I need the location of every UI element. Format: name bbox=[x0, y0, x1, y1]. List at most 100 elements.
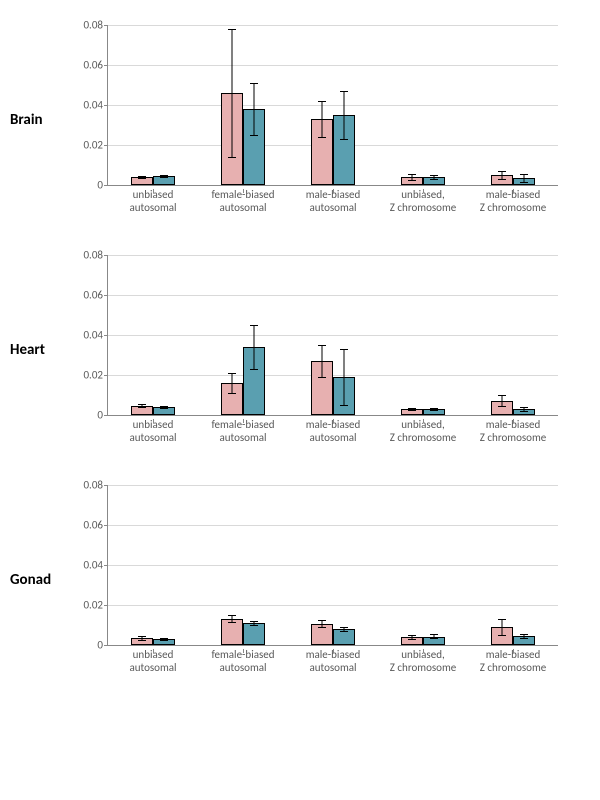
error-cap-bottom bbox=[138, 407, 146, 408]
xlabel-line2: autosomal bbox=[106, 662, 201, 675]
error-bar bbox=[254, 325, 255, 369]
bar-a bbox=[491, 485, 513, 645]
error-cap-bottom bbox=[138, 178, 146, 179]
error-cap-bottom bbox=[250, 135, 258, 136]
bar-a bbox=[311, 485, 333, 645]
group-unbiased-autosomal: unbiasedautosomal bbox=[108, 25, 198, 185]
group-male-biased-autosomal: male-biasedautosomal bbox=[288, 255, 378, 415]
xlabel-line2: Z chromosome bbox=[376, 662, 471, 675]
error-cap-bottom bbox=[340, 405, 348, 406]
error-cap-bottom bbox=[498, 635, 506, 636]
bar-b bbox=[153, 255, 175, 415]
xtick-mark bbox=[513, 189, 514, 193]
error-cap-bottom bbox=[160, 408, 168, 409]
bar-a bbox=[131, 255, 153, 415]
error-cap-top bbox=[430, 634, 438, 635]
error-cap-bottom bbox=[250, 369, 258, 370]
chart-gonad: 00.020.040.060.08unbiasedautosomalfemale… bbox=[67, 480, 567, 680]
error-bar bbox=[322, 345, 323, 377]
group-male-biased-z: male-biasedZ chromosome bbox=[468, 485, 558, 645]
panel-label: Gonad bbox=[10, 571, 67, 589]
error-cap-bottom bbox=[430, 638, 438, 639]
error-cap-bottom bbox=[498, 179, 506, 180]
error-cap-top bbox=[340, 91, 348, 92]
error-cap-bottom bbox=[520, 638, 528, 639]
error-cap-top bbox=[250, 83, 258, 84]
group-male-biased-autosomal: male-biasedautosomal bbox=[288, 25, 378, 185]
bar-b bbox=[513, 255, 535, 415]
xlabel-line2: Z chromosome bbox=[466, 662, 561, 675]
xlabel: male-biasedautosomal bbox=[286, 189, 381, 214]
ytick-label: 0 bbox=[68, 409, 103, 422]
error-bar bbox=[254, 83, 255, 135]
error-cap-bottom bbox=[318, 627, 326, 628]
group-unbiased-z: unbiased,Z chromosome bbox=[378, 485, 468, 645]
xtick-mark bbox=[243, 649, 244, 653]
xlabel: unbiasedautosomal bbox=[106, 419, 201, 444]
ytick-label: 0.08 bbox=[68, 479, 103, 492]
error-cap-top bbox=[250, 325, 258, 326]
error-cap-top bbox=[318, 101, 326, 102]
error-bar bbox=[322, 101, 323, 137]
group-unbiased-z: unbiased,Z chromosome bbox=[378, 25, 468, 185]
xtick-mark bbox=[153, 649, 154, 653]
error-cap-bottom bbox=[520, 411, 528, 412]
xlabel: male-biasedZ chromosome bbox=[466, 649, 561, 674]
bar-a bbox=[311, 25, 333, 185]
bar-b bbox=[243, 255, 265, 415]
bar-a bbox=[401, 255, 423, 415]
bar-b bbox=[333, 255, 355, 415]
xtick-mark bbox=[423, 649, 424, 653]
xtick-mark bbox=[513, 649, 514, 653]
bar-b bbox=[423, 25, 445, 185]
ytick-label: 0.08 bbox=[68, 19, 103, 32]
ytick-label: 0 bbox=[68, 179, 103, 192]
error-bar bbox=[502, 395, 503, 406]
error-cap-bottom bbox=[250, 625, 258, 626]
panel-label: Heart bbox=[10, 341, 67, 359]
error-cap-top bbox=[138, 636, 146, 637]
error-cap-bottom bbox=[520, 182, 528, 183]
error-cap-top bbox=[408, 408, 416, 409]
xlabel-line2: autosomal bbox=[286, 662, 381, 675]
bar-a bbox=[401, 485, 423, 645]
panel-gonad: Gonad 00.020.040.060.08unbiasedautosomalf… bbox=[10, 480, 600, 680]
xlabel-line2: Z chromosome bbox=[376, 432, 471, 445]
bar-b bbox=[153, 485, 175, 645]
error-cap-top bbox=[408, 635, 416, 636]
bar-a bbox=[221, 255, 243, 415]
error-cap-bottom bbox=[498, 406, 506, 407]
group-unbiased-autosomal: unbiasedautosomal bbox=[108, 485, 198, 645]
xlabel-line2: autosomal bbox=[286, 202, 381, 215]
xlabel: unbiasedautosomal bbox=[106, 649, 201, 674]
xlabel-line2: autosomal bbox=[286, 432, 381, 445]
xlabel: male-biasedZ chromosome bbox=[466, 419, 561, 444]
xlabel: female-biasedautosomal bbox=[196, 419, 291, 444]
panel-label: Brain bbox=[10, 111, 67, 129]
bar-b bbox=[333, 25, 355, 185]
error-cap-top bbox=[250, 621, 258, 622]
xtick-mark bbox=[243, 419, 244, 423]
error-cap-bottom bbox=[430, 410, 438, 411]
xtick-mark bbox=[423, 419, 424, 423]
xlabel: male-biasedZ chromosome bbox=[466, 189, 561, 214]
xlabel-line2: Z chromosome bbox=[466, 432, 561, 445]
xlabel: male-biasedautosomal bbox=[286, 649, 381, 674]
bar-b bbox=[423, 485, 445, 645]
ytick-label: 0.04 bbox=[68, 559, 103, 572]
error-cap-top bbox=[430, 175, 438, 176]
plot-area: 00.020.040.060.08unbiasedautosomalfemale… bbox=[107, 25, 558, 186]
xtick-mark bbox=[333, 189, 334, 193]
ytick-label: 0.02 bbox=[68, 369, 103, 382]
error-cap-bottom bbox=[318, 137, 326, 138]
group-male-biased-z: male-biasedZ chromosome bbox=[468, 25, 558, 185]
ytick-label: 0.04 bbox=[68, 329, 103, 342]
error-bar bbox=[344, 349, 345, 405]
ytick-mark bbox=[104, 415, 108, 416]
xlabel-line2: autosomal bbox=[106, 432, 201, 445]
xlabel-line2: autosomal bbox=[196, 432, 291, 445]
bar-a bbox=[221, 25, 243, 185]
plot-area: 00.020.040.060.08unbiasedautosomalfemale… bbox=[107, 485, 558, 646]
xlabel: unbiased,Z chromosome bbox=[376, 419, 471, 444]
xtick-mark bbox=[513, 419, 514, 423]
